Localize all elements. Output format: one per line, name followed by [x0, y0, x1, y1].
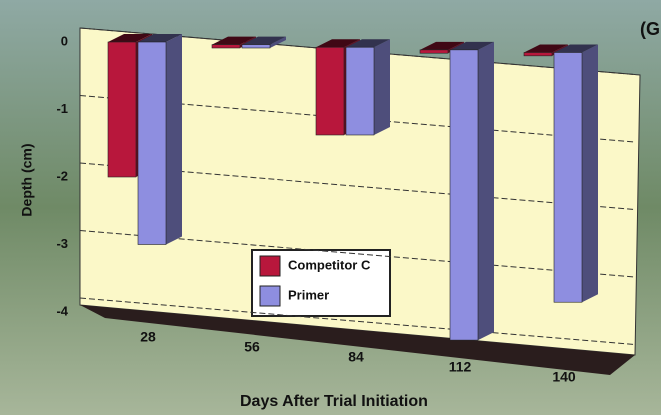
x-tick-label: 112 [449, 359, 472, 375]
y-tick-label: -4 [56, 303, 68, 318]
y-tick-label: -1 [56, 101, 68, 116]
chart: (G Days After Trial Initiation Depth (cm… [0, 0, 661, 415]
legend-swatch [260, 286, 280, 306]
bar-side [582, 44, 598, 302]
x-tick-label: 56 [244, 339, 260, 355]
legend: Competitor C Primer [252, 250, 390, 316]
bar [242, 45, 270, 48]
y-tick-label: 0 [61, 33, 68, 48]
legend-label: Primer [288, 287, 329, 302]
bar [138, 42, 166, 245]
x-axis-label: Days After Trial Initiation [240, 393, 428, 410]
bar [108, 42, 136, 177]
bar [346, 47, 374, 135]
chart-title: (G [640, 19, 660, 39]
bar-side [478, 42, 494, 340]
bar [554, 52, 582, 302]
bar [524, 52, 552, 55]
bar [316, 47, 344, 135]
x-tick-label: 84 [348, 349, 364, 365]
bar-side [374, 39, 390, 135]
x-tick-label: 140 [552, 369, 576, 385]
y-axis-label: Depth (cm) [19, 143, 35, 216]
bar [450, 50, 478, 340]
y-tick-label: -3 [56, 236, 68, 251]
legend-swatch [260, 256, 280, 276]
x-tick-label: 28 [140, 329, 156, 345]
y-tick-label: -2 [56, 168, 68, 183]
bar-side [166, 34, 182, 245]
bar [420, 50, 448, 53]
bar [212, 45, 240, 48]
legend-label: Competitor C [288, 257, 371, 272]
